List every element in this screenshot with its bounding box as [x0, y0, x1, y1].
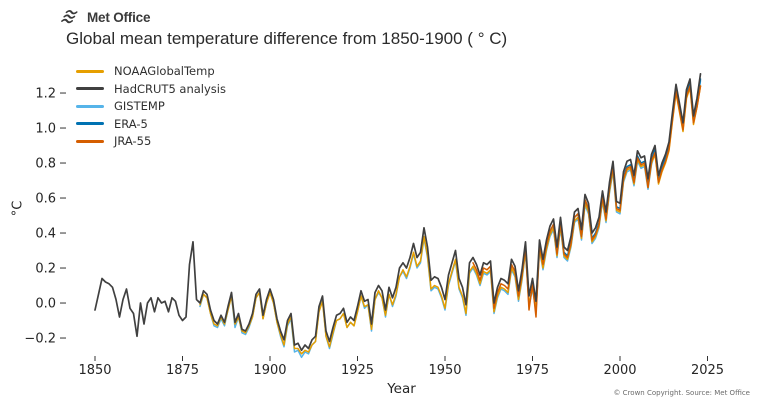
legend-swatch	[76, 122, 104, 126]
waves-icon	[61, 10, 78, 24]
x-tick-label: 1875	[166, 363, 199, 378]
legend-label: ERA-5	[114, 116, 148, 131]
legend-item-era-5: ERA-5	[76, 116, 226, 131]
legend-label: GISTEMP	[114, 99, 165, 114]
legend-label: NOAAGlobalTemp	[114, 64, 215, 79]
y-tick-label: 0.6	[35, 192, 56, 207]
legend-label: JRA-55	[114, 134, 152, 149]
copyright-text: © Crown Copyright. Source: Met Office	[613, 389, 750, 397]
series-line-era-5	[545, 78, 702, 257]
legend-swatch	[76, 69, 104, 73]
y-axis-label: °C	[10, 200, 26, 217]
legend-item-hadcrut5-analysis: HadCRUT5 analysis	[76, 81, 226, 96]
legend-item-noaaglobaltemp: NOAAGlobalTemp	[76, 64, 226, 79]
x-tick-label: 2000	[603, 363, 636, 378]
legend-swatch	[76, 104, 104, 108]
legend-item-gistemp: GISTEMP	[76, 99, 226, 114]
x-axis-label: Year	[387, 381, 416, 397]
y-tick-label: 1.0	[35, 122, 56, 137]
series-line-noaaglobaltemp	[199, 85, 702, 355]
x-tick-label: 1975	[516, 363, 549, 378]
y-tick-label: 1.2	[35, 87, 56, 102]
met-office-logo: Met Office	[60, 9, 150, 25]
y-tick-label: −0.2	[24, 332, 56, 347]
legend-item-jra-55: JRA-55	[76, 134, 226, 149]
y-tick-label: 0.2	[35, 262, 56, 277]
x-tick-label: 1900	[253, 363, 286, 378]
logo-text: Met Office	[87, 9, 151, 25]
chart-title: Global mean temperature difference from …	[66, 29, 508, 48]
y-tick-label: 0.8	[35, 157, 56, 172]
x-tick-label: 1950	[428, 363, 461, 378]
legend-swatch	[76, 87, 104, 91]
y-tick-label: 0.4	[35, 227, 56, 242]
legend-swatch	[76, 139, 104, 143]
x-tick-label: 1850	[78, 363, 111, 378]
legend-label: HadCRUT5 analysis	[114, 81, 226, 96]
y-tick-label: 0.0	[35, 297, 56, 312]
x-tick-label: 2025	[691, 363, 724, 378]
x-tick-label: 1925	[341, 363, 374, 378]
legend: NOAAGlobalTemp HadCRUT5 analysis GISTEMP ER…	[76, 64, 226, 149]
series-line-hadcrut5-analysis	[94, 72, 702, 352]
